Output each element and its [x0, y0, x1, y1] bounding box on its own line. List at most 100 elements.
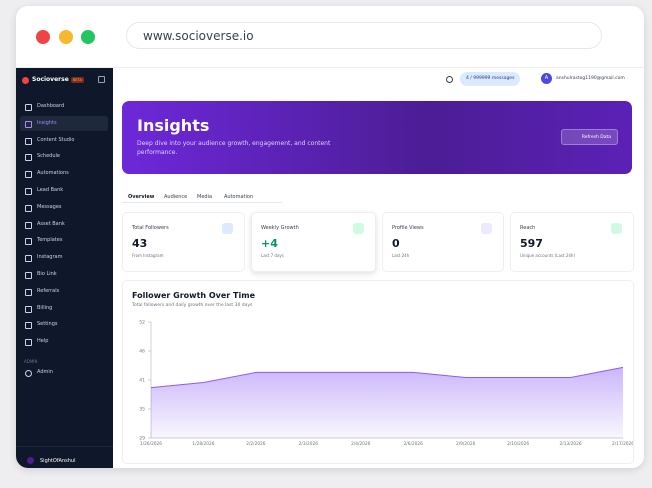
- nav-item[interactable]: Automations: [20, 166, 108, 181]
- stat-label: Weekly Growth: [261, 225, 299, 231]
- y-tick-label: 29: [139, 436, 145, 442]
- area: [151, 367, 623, 438]
- nav-icon: [25, 272, 32, 279]
- nav-item[interactable]: Insights: [20, 115, 108, 131]
- stat-note: Last 7 days: [261, 253, 284, 258]
- tab[interactable]: Overview: [128, 194, 155, 200]
- nav-label: Referrals: [37, 287, 60, 294]
- brand-name: Socioverse: [32, 76, 69, 83]
- nav-label: Schedule: [37, 153, 60, 160]
- stat-note: From Instagram: [132, 253, 164, 258]
- nav-item[interactable]: Content Studio: [20, 133, 108, 148]
- nav-item[interactable]: Referrals: [20, 284, 108, 299]
- stat-label: Reach: [520, 225, 536, 231]
- brand-logo: [22, 77, 29, 84]
- nav-icon: [25, 322, 32, 330]
- nav-icon: [25, 204, 32, 212]
- clock-icon[interactable]: [446, 76, 453, 83]
- nav-label: Settings: [37, 321, 58, 328]
- nav-item[interactable]: Bio Link: [20, 267, 108, 282]
- nav-item[interactable]: Instagram: [20, 250, 108, 265]
- tab[interactable]: Automation: [224, 194, 254, 200]
- nav-icon: [25, 154, 32, 162]
- nav-label: Billing: [37, 304, 53, 311]
- maximize-button[interactable]: [81, 30, 95, 44]
- stat-icon: [353, 223, 364, 234]
- tab[interactable]: Audience: [164, 194, 188, 200]
- nav-item[interactable]: Schedule: [20, 149, 108, 164]
- messages-badge: 4 / 999999 messages: [460, 72, 521, 86]
- x-tick-label: 2/3/2026: [299, 441, 319, 447]
- nav-label: Help: [37, 338, 49, 345]
- nav-label: Instagram: [37, 254, 63, 261]
- nav-icon: [25, 104, 32, 111]
- nav-icon: [25, 171, 32, 179]
- user-avatar: [27, 457, 34, 464]
- nav-icon: [25, 221, 32, 229]
- nav-label: Automations: [37, 170, 69, 177]
- collapse-button[interactable]: [98, 76, 105, 83]
- nav-label: Bio Link: [37, 271, 57, 277]
- stat-value: 0: [392, 237, 400, 250]
- stat-card: Total Followers 43 From Instagram: [122, 212, 245, 272]
- x-tick-label: 1/26/2026: [140, 441, 162, 447]
- x-tick-label: 2/6/2026: [404, 441, 424, 447]
- y-tick-label: 46: [139, 349, 145, 355]
- url-bar[interactable]: www.socioverse.io: [126, 22, 602, 49]
- nav-item[interactable]: Messages: [20, 200, 108, 215]
- user-email[interactable]: anshulrastog1190@gmail.com: [556, 76, 625, 81]
- divider: [16, 67, 644, 68]
- close-button[interactable]: [36, 30, 50, 44]
- stat-label: Profile Views: [392, 225, 424, 231]
- x-tick-label: 2/9/2026: [456, 441, 476, 447]
- stat-value: 597: [520, 237, 543, 250]
- tab-underline: [122, 202, 282, 203]
- stat-value: 43: [132, 237, 148, 250]
- stat-card: Weekly Growth +4 Last 7 days: [251, 212, 376, 272]
- chart-card: Follower Growth Over Time Total follower…: [122, 280, 634, 464]
- y-tick-label: 35: [139, 407, 145, 413]
- nav-item[interactable]: Lead Bank: [20, 183, 108, 198]
- stat-icon: [222, 223, 233, 234]
- minimize-button[interactable]: [59, 30, 73, 44]
- chart-subtitle: Total followers and daily growth over th…: [132, 303, 253, 308]
- nav-item[interactable]: Settings: [20, 317, 108, 332]
- x-tick-label: 2/2/2026: [246, 441, 266, 447]
- nav-item[interactable]: Asset Bank: [20, 217, 108, 232]
- nav-label: Insights: [37, 119, 57, 126]
- nav-label: Templates: [37, 237, 63, 244]
- nav-item[interactable]: Templates: [20, 233, 108, 248]
- nav-icon: [25, 188, 32, 195]
- nav-label: Admin: [37, 369, 53, 375]
- section-label: ADMIN: [24, 359, 38, 364]
- nav-label: Asset Bank: [37, 220, 65, 227]
- stat-icon: [481, 223, 492, 234]
- x-tick-label: 1/28/2026: [192, 441, 214, 447]
- x-tick-label: 2/4/2026: [351, 441, 371, 447]
- hero-banner: Insights Deep dive into your audience gr…: [122, 101, 632, 174]
- refresh-button[interactable]: Refresh Data: [561, 129, 618, 145]
- stat-note: Last 24h: [392, 253, 410, 258]
- nav-icon: [25, 339, 32, 347]
- stat-value: +4: [261, 237, 278, 250]
- nav-icon: [25, 120, 32, 128]
- tab[interactable]: Media: [197, 194, 213, 200]
- x-tick-label: 2/17/2026: [612, 441, 633, 447]
- nav-icon: [25, 288, 32, 296]
- user-name[interactable]: SightOfAnshul: [40, 458, 76, 464]
- chart: 29 35 41 46 52 1/26/2026 1/28/2026 2/2/2026 2/3/…: [139, 320, 633, 448]
- nav-item[interactable]: Admin: [20, 365, 108, 380]
- nav-icon: [25, 137, 32, 145]
- nav-item[interactable]: Help: [20, 334, 108, 349]
- line: [150, 366, 624, 389]
- divider: [16, 446, 113, 447]
- nav-item[interactable]: Billing: [20, 301, 108, 316]
- nav-item[interactable]: Dashboard: [20, 99, 108, 114]
- avatar[interactable]: A: [541, 73, 552, 84]
- y-tick-label: 52: [139, 320, 145, 326]
- stat-note: Unique accounts (Last 24h): [520, 253, 576, 258]
- stat-label: Total Followers: [132, 225, 169, 231]
- nav-icon: [25, 305, 32, 313]
- nav-icon: [25, 255, 32, 263]
- chart-title: Follower Growth Over Time: [132, 291, 255, 300]
